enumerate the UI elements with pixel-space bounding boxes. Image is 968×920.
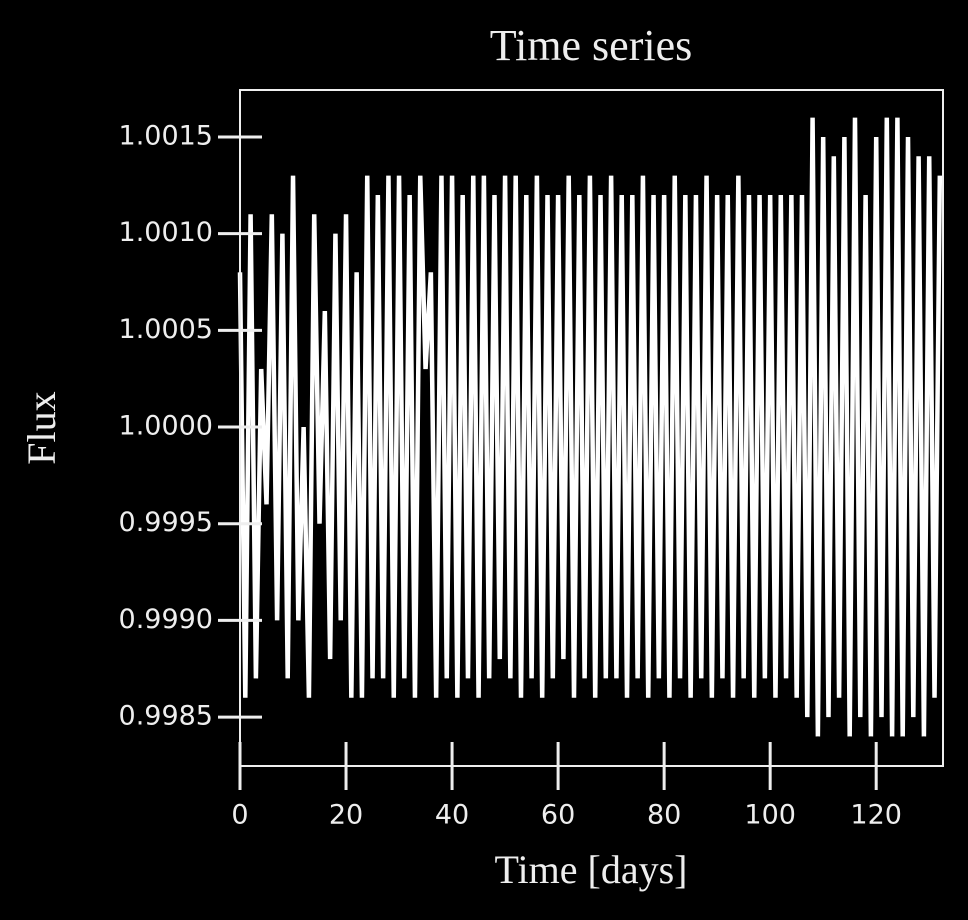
chart-title: Time series xyxy=(490,21,693,70)
y-tick-label: 1.0015 xyxy=(119,120,213,151)
flux-line xyxy=(237,117,943,737)
x-tick-label: 40 xyxy=(435,800,469,831)
x-axis-label: Time [days] xyxy=(495,847,688,892)
y-tick-label: 0.9990 xyxy=(119,604,213,635)
x-tick-label: 20 xyxy=(329,800,363,831)
y-tick-label: 1.0005 xyxy=(119,314,213,345)
y-tick-label: 0.9985 xyxy=(119,701,213,732)
x-tick-label: 80 xyxy=(647,800,681,831)
x-tick-label: 100 xyxy=(744,800,796,831)
y-tick-label: 1.0000 xyxy=(119,411,213,442)
y-tick-label: 0.9995 xyxy=(119,507,213,538)
x-tick-label: 120 xyxy=(850,800,902,831)
x-tick-label: 0 xyxy=(231,800,248,831)
y-tick-label: 1.0010 xyxy=(119,217,213,248)
y-axis-label: Flux xyxy=(19,391,64,464)
x-tick-label: 60 xyxy=(541,800,575,831)
